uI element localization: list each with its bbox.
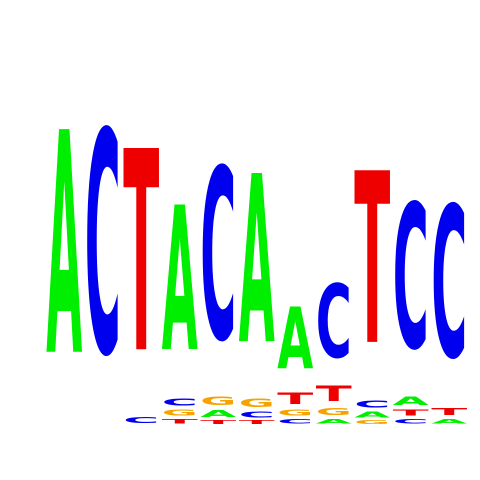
logo-column-3: CT: [123, 94, 159, 425]
logo-letter-g: G: [162, 408, 198, 417]
logo-letter-c: C: [393, 418, 429, 425]
logo-letter-c: C: [200, 121, 236, 395]
logo-letter-c: C: [431, 163, 467, 405]
logo-letter-c: C: [162, 397, 198, 408]
logo-letter-g: G: [316, 406, 352, 417]
logo-letter-a: A: [46, 69, 82, 424]
logo-letter-c: C: [239, 410, 275, 419]
logo-letter-a: A: [200, 408, 236, 419]
logo-column-1: A: [46, 69, 82, 424]
logo-letter-c: C: [393, 164, 429, 395]
logo-column-11: ATC: [431, 163, 467, 425]
logo-letter-a: A: [162, 164, 198, 395]
logo-letter-t: T: [354, 125, 390, 398]
logo-letter-a: A: [277, 292, 313, 390]
logo-letter-g: G: [277, 408, 313, 417]
logo-letter-t: T: [239, 419, 276, 425]
logo-letter-g: G: [200, 395, 236, 408]
logo-letter-t: T: [123, 94, 159, 415]
logo-letter-t: T: [277, 389, 313, 408]
logo-letter-a: A: [239, 129, 275, 397]
logo-letter-t: T: [316, 382, 353, 406]
logo-letter-a: A: [431, 417, 467, 425]
logo-letter-t: T: [162, 417, 198, 425]
logo-letter-t: T: [431, 406, 467, 417]
logo-letter-c: C: [354, 399, 390, 410]
logo-letter-c: C: [85, 68, 121, 424]
logo-letter-c: C: [316, 263, 352, 381]
logo-letter-c: C: [123, 416, 159, 425]
logo-letter-t: T: [200, 419, 237, 425]
logo-letter-g: G: [354, 419, 390, 425]
logo-column-2: C: [85, 68, 121, 424]
logo-letter-g: G: [239, 396, 275, 409]
logo-letter-c: C: [277, 418, 313, 425]
logo-letter-t: T: [393, 408, 429, 417]
logo-letter-a: A: [354, 410, 390, 419]
logo-letter-a: A: [393, 395, 430, 408]
logo-letter-a: A: [316, 417, 352, 425]
